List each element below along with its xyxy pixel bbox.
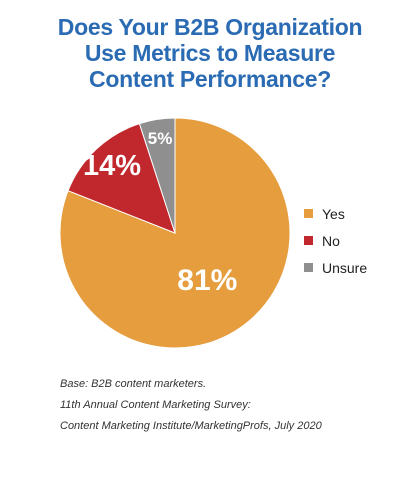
chart-legend: Yes No Unsure	[304, 200, 367, 281]
source-line: Base: B2B content marketers.	[60, 378, 207, 390]
pie-slice-unsure	[138, 117, 176, 234]
chart-title-line: Does Your B2B Organization	[57, 14, 363, 40]
chart-title: Does Your B2B Organization Use Metrics t…	[0, 14, 420, 92]
data-label-no: 14%	[83, 150, 141, 182]
legend-item-unsure: Unsure	[304, 254, 367, 281]
source-line: 11th Annual Content Marketing Survey:	[60, 399, 251, 411]
legend-label-yes: Yes	[322, 205, 345, 222]
legend-swatch-unsure	[304, 263, 313, 272]
legend-swatch-yes	[304, 209, 313, 218]
legend-label-unsure: Unsure	[322, 259, 368, 276]
source-line: Content Marketing Institute/MarketingPro…	[60, 420, 322, 432]
legend-item-no: No	[304, 227, 367, 254]
legend-swatch-no	[304, 236, 313, 245]
data-label-yes: 81%	[177, 264, 237, 297]
legend-label-no: No	[322, 232, 340, 249]
chart-title-line: Content Performance?	[89, 66, 331, 92]
legend-item-yes: Yes	[304, 200, 367, 227]
source-note: Base: B2B content marketers. 11th Annual…	[60, 374, 322, 437]
pie-slice-yes	[59, 117, 291, 349]
chart-title-line: Use Metrics to Measure	[84, 40, 336, 66]
data-label-unsure: 5%	[148, 129, 173, 148]
